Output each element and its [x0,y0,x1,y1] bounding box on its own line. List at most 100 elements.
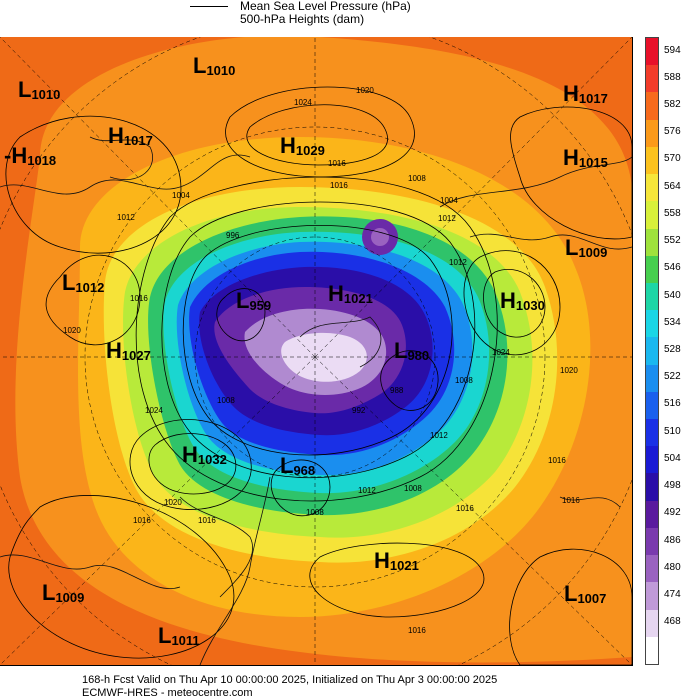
colorbar-swatch [646,38,658,66]
isobar [225,86,415,178]
colorbar-tick-label: 474 [664,588,681,600]
colorbar-tick-label: 558 [664,207,681,219]
isobar [8,495,235,659]
colorbar-swatch [646,228,658,257]
colorbar-tick-label: 576 [664,126,681,138]
isobar-label: 1016 [456,504,474,513]
pressure-center: -H1018 [4,143,57,169]
isobar-label: 988 [390,386,404,395]
isobar-label: 1012 [449,258,467,267]
isobar [135,176,498,502]
isobar-label: 1012 [117,213,135,222]
isobar [216,288,266,342]
isobar-label: 1012 [438,214,456,223]
pressure-center: H1032 [182,442,227,468]
isobar [463,250,561,356]
coastline [0,554,181,589]
isobar-label: 1008 [217,396,235,405]
colorbar-tick-label: 546 [664,262,681,274]
isobars [5,86,632,665]
colorbar-tick-label: 564 [664,180,681,192]
colorbar-tick-label: 582 [664,99,681,111]
latitude-circle [84,126,546,588]
isobar-label: 1008 [408,174,426,183]
colorbar-tick-label: 504 [664,452,681,464]
map-canvas [0,37,632,665]
pressure-center: L1011 [158,623,200,649]
valid-time-caption: 168-h Fcst Valid on Thu Apr 10 00:00:00 … [82,674,498,686]
isobar-label: 1016 [133,516,151,525]
pressure-center: H1030 [500,288,545,314]
colorbar-tick-label: 540 [664,289,681,301]
colorbar-swatch [646,282,658,311]
pressure-center: L1010 [193,53,236,79]
coastline [0,154,251,195]
meridian [314,356,632,665]
coastline [89,136,153,181]
isobar [246,104,388,166]
pressure-center: L968 [280,453,316,479]
colorbar-tick-label: 492 [664,507,681,519]
colorbar-swatch [646,310,658,338]
pressure-center: H1021 [328,281,373,307]
colorbar-tick-label: 552 [664,235,681,247]
pressure-center: L959 [236,288,272,314]
pressure-center: L1007 [564,581,607,607]
coastlines [0,136,632,665]
colorbar-swatch [646,65,658,93]
isobar-label: 1020 [63,326,81,335]
isobar-label: 1024 [294,98,312,107]
small-vortex-core [371,228,389,246]
colorbar-swatch [646,119,658,148]
coastline [439,156,632,208]
isobar [45,254,141,346]
contour-fill-468 [281,332,367,382]
height-colorbar [645,37,659,665]
coastline [179,496,253,598]
isobar-label: 1020 [356,86,374,95]
colorbar-tick-label: 480 [664,561,681,573]
graticule [0,37,632,665]
isobar [182,225,453,456]
colorbar-swatch [646,582,658,611]
colorbar-swatch [646,364,658,393]
pressure-center: H1015 [563,145,608,171]
colorbar-tick-label: 486 [664,534,681,546]
pressure-center: L1012 [62,270,105,296]
isobar-label: 1016 [330,181,348,190]
colorbar-tick-label: 522 [664,371,681,383]
colorbar-swatch [646,527,658,556]
isobar [161,201,476,479]
pressure-center: H1017 [563,81,608,107]
legend-heights-label: 500-hPa Heights (dam) [240,12,365,26]
isobar [270,459,331,517]
isobar [309,542,485,618]
isobar [483,269,546,338]
colorbar-swatch [646,500,658,529]
colorbar-tick-label: 498 [664,480,681,492]
pressure-center: L980 [394,338,430,364]
colorbar-swatch [646,419,658,447]
isobar [129,419,252,510]
colorbar-swatch [646,255,658,284]
isobar-label: 1024 [492,348,510,357]
colorbar-swatch [646,636,658,665]
isobar [148,433,237,495]
isobar [509,548,632,665]
isobar-label: 1004 [440,196,458,205]
coastline [299,316,382,368]
coastline [559,496,621,508]
isobar-label: 1012 [358,486,376,495]
isobar-label: 1012 [430,431,448,440]
legend-mslp-label: Mean Sea Level Pressure (hPa) [240,0,411,13]
isobar-label: 1008 [306,508,324,517]
isobar-label: 1016 [198,516,216,525]
isobar-label: 1004 [172,191,190,200]
colorbar-swatch [646,446,658,474]
colorbar-tick-label: 510 [664,425,681,437]
isobar-label: 1008 [404,484,422,493]
isobar-label: 1016 [562,496,580,505]
colorbar-tick-label: 534 [664,316,681,328]
isobar-label: 1020 [164,498,182,507]
isobar-label: 1016 [130,294,148,303]
